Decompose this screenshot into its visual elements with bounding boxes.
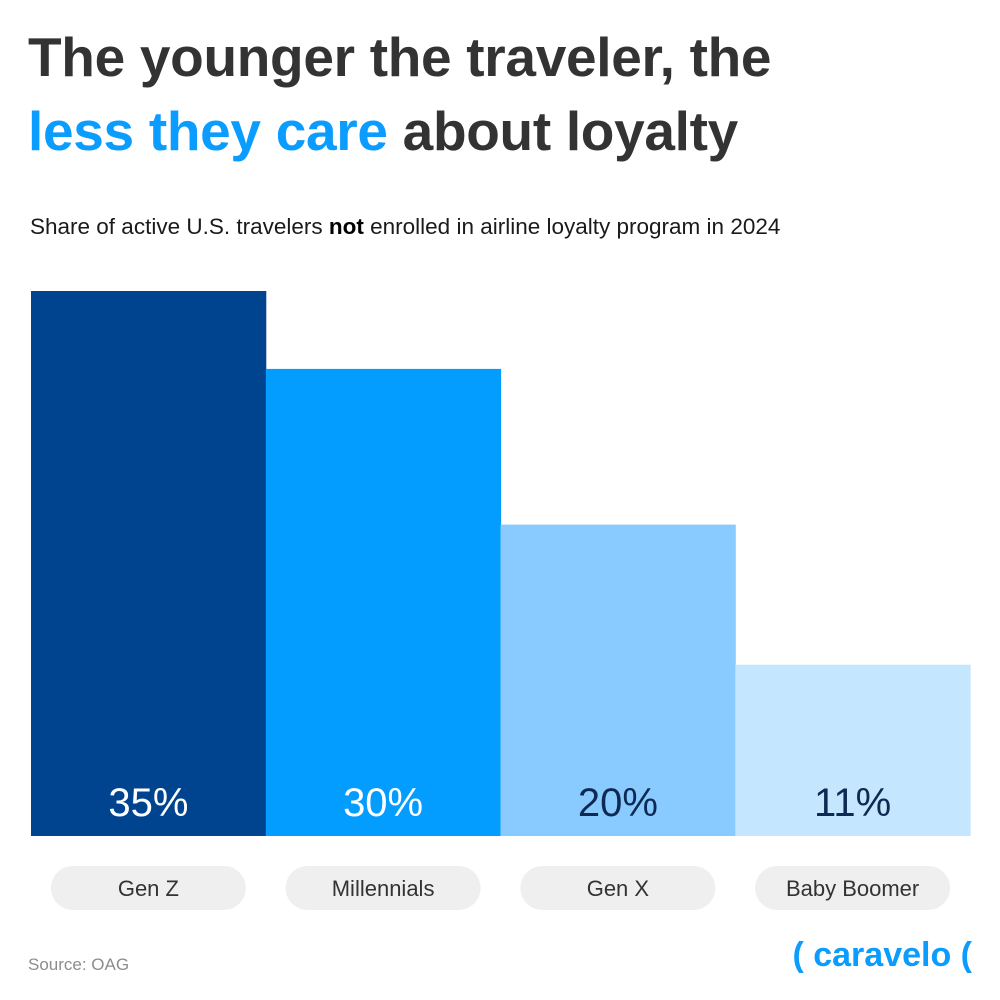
value-label-millennials: 30% xyxy=(343,781,423,825)
chart-title: The younger the traveler, the less they … xyxy=(28,20,978,168)
bar-baby-boomer xyxy=(735,664,971,836)
value-label-gen-x: 20% xyxy=(578,781,658,825)
source-note: Source: OAG xyxy=(28,955,130,974)
category-pill-baby-boomer xyxy=(755,866,951,910)
category-label-baby-boomer: Baby Boomer xyxy=(786,876,919,901)
title-accent: less they care xyxy=(28,100,388,162)
category-label-gen-x: Gen X xyxy=(587,876,650,901)
category-label-millennials: Millennials xyxy=(332,876,435,901)
bar-gen-z xyxy=(31,291,267,836)
bar-gen-x xyxy=(500,524,736,836)
category-label-gen-z: Gen Z xyxy=(118,876,179,901)
title-line-2: about loyalty xyxy=(402,100,739,162)
caravelo-logo: ( caravelo ( xyxy=(792,936,972,974)
value-label-baby-boomer: 11% xyxy=(814,781,891,825)
value-label-gen-z: 35% xyxy=(108,781,188,825)
subtitle-start: Share of active U.S. travelers xyxy=(30,214,323,239)
category-pill-gen-z xyxy=(50,866,246,910)
category-pill-millennials xyxy=(285,866,481,910)
subtitle-emphasis: not xyxy=(328,214,364,239)
subtitle-end: enrolled in airline loyalty program in 2… xyxy=(370,214,781,239)
title-line-1: The younger the traveler, the xyxy=(28,26,772,88)
category-pill-gen-x xyxy=(520,866,716,910)
chart-subtitle: Share of active U.S. travelers not enrol… xyxy=(30,212,980,242)
bar-millennials xyxy=(265,368,502,836)
